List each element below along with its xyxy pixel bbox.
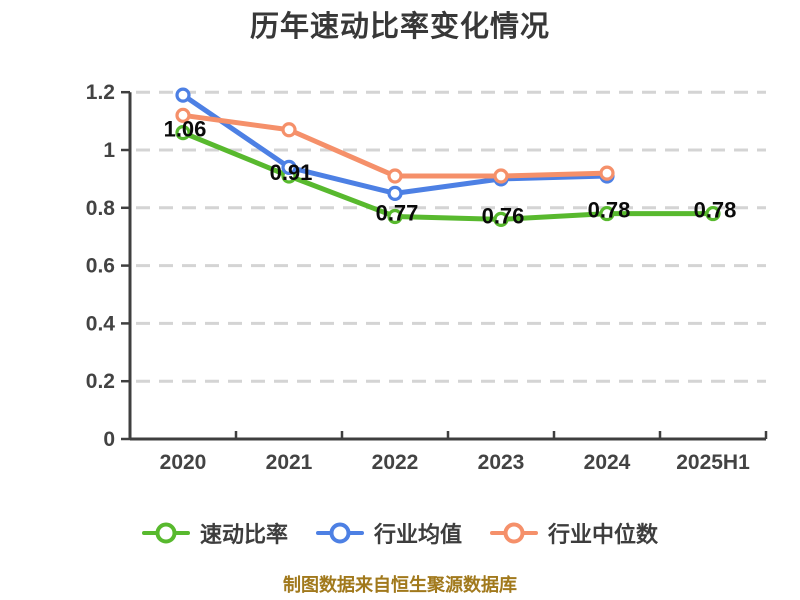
data-point-quick-ratio[interactable] bbox=[493, 211, 509, 227]
data-point-industry-mean[interactable] bbox=[281, 159, 297, 175]
y-tick-label: 0.2 bbox=[86, 370, 115, 393]
data-point-industry-mean[interactable] bbox=[175, 87, 191, 103]
y-tick-label: 0 bbox=[103, 428, 115, 451]
x-tick-label: 2023 bbox=[478, 451, 525, 474]
data-point-industry-median[interactable] bbox=[493, 168, 509, 184]
series-line-industry-median bbox=[180, 112, 610, 179]
data-source-note: 制图数据来自恒生聚源数据库 bbox=[283, 575, 517, 595]
y-tick-label: 0.4 bbox=[86, 312, 116, 335]
data-point-quick-ratio[interactable] bbox=[705, 205, 721, 222]
value-label: 0.78 bbox=[694, 198, 737, 223]
x-tick-label: 2024 bbox=[584, 451, 631, 474]
series-line-quick-ratio bbox=[180, 130, 716, 222]
data-point-quick-ratio[interactable] bbox=[175, 125, 191, 141]
data-point-quick-ratio[interactable] bbox=[599, 205, 615, 222]
data-point-industry-median[interactable] bbox=[175, 107, 191, 123]
value-label: 0.76 bbox=[482, 203, 525, 228]
legend-item-industry-mean[interactable]: 行业均值 bbox=[315, 517, 462, 549]
value-label: 0.77 bbox=[376, 200, 419, 225]
line-chart: 0 0.2 0.4 0.6 0.8 1 1.2 2020 2021 2022 2023 2024 202… bbox=[86, 81, 768, 474]
data-point-industry-median[interactable] bbox=[387, 168, 403, 184]
x-tick-label: 2022 bbox=[372, 451, 419, 474]
y-tick-label: 1 bbox=[103, 139, 115, 162]
x-tick-label: 2021 bbox=[266, 451, 313, 474]
x-tick-label: 2020 bbox=[160, 451, 207, 474]
y-tick-label: 0.8 bbox=[86, 197, 116, 220]
legend-marker-icon bbox=[315, 522, 364, 544]
legend-label: 行业均值 bbox=[373, 522, 462, 547]
data-point-industry-median[interactable] bbox=[281, 122, 297, 138]
y-tick-label: 1.2 bbox=[86, 81, 115, 104]
value-label: 0.91 bbox=[270, 160, 313, 185]
legend-label: 速动比率 bbox=[199, 522, 288, 547]
legend-marker-icon bbox=[490, 522, 538, 544]
value-label: 0.78 bbox=[588, 198, 631, 223]
legend-circle-icon bbox=[329, 522, 351, 544]
legend-marker-icon bbox=[141, 522, 190, 544]
x-tick-label: 2025H1 bbox=[676, 451, 750, 474]
legend-circle-icon bbox=[155, 522, 177, 544]
data-point-quick-ratio[interactable] bbox=[387, 208, 403, 225]
data-point-industry-mean[interactable] bbox=[387, 185, 403, 201]
legend-circle-icon bbox=[503, 522, 525, 544]
legend-item-industry-median[interactable]: 行业中位数 bbox=[490, 517, 658, 549]
data-point-industry-median[interactable] bbox=[599, 165, 615, 181]
legend-item-quick-ratio[interactable]: 速动比率 bbox=[141, 517, 288, 549]
value-label: 1.06 bbox=[164, 117, 207, 142]
legend-label: 行业中位数 bbox=[548, 522, 659, 547]
page-title: 历年速动比率变化情况 bbox=[249, 11, 550, 43]
y-tick-label: 0.6 bbox=[86, 255, 115, 278]
chart-legend: 速动比率 行业均值 行业中位数 bbox=[0, 517, 800, 549]
